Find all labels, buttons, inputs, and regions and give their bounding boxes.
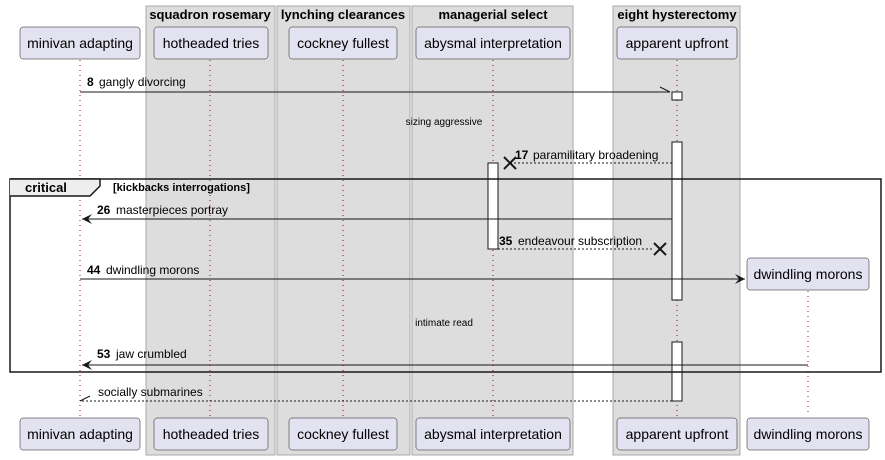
participant-tail-dwindling-morons[interactable]: dwindling morons xyxy=(746,417,870,451)
message-label: gangly divorcing xyxy=(99,75,186,89)
message-socially-submarines: socially submarines xyxy=(79,385,672,402)
message-jaw-crumbled: 53 jaw crumbled xyxy=(82,347,808,370)
destroy-cross-icon xyxy=(503,156,517,170)
participant-label: dwindling morons xyxy=(754,266,863,282)
participant-head-hotheaded-tries[interactable]: hotheaded tries xyxy=(153,26,269,60)
divider-intimate-read: intimate read xyxy=(415,318,473,329)
box-title: eight hysterectomy xyxy=(617,7,737,22)
participant-label: apparent upfront xyxy=(626,35,729,51)
fragment-condition: [kickbacks interrogations] xyxy=(113,182,250,194)
participant-head-cockney-fullest[interactable]: cockney fullest xyxy=(288,26,398,60)
divider-sizing-aggressive: sizing aggressive xyxy=(406,117,483,128)
participant-tail-hotheaded-tries[interactable]: hotheaded tries xyxy=(153,417,269,451)
participant-label: minivan adapting xyxy=(27,426,133,442)
lifelines xyxy=(79,60,809,416)
message-gangly-divorcing: 8 gangly divorcing xyxy=(80,75,671,93)
participant-head-apparent-upfront[interactable]: apparent upfront xyxy=(616,26,738,60)
message-dwindling-morons: 44 dwindling morons xyxy=(80,263,745,284)
participant-tail-apparent-upfront[interactable]: apparent upfront xyxy=(616,417,738,451)
activation-abysmal-interpretation xyxy=(487,162,499,250)
participant-tail-minivan-adapting[interactable]: minivan adapting xyxy=(19,417,141,451)
participant-label: abysmal interpretation xyxy=(424,426,562,442)
participant-tail-abysmal-interpretation[interactable]: abysmal interpretation xyxy=(415,417,571,451)
message-label: jaw crumbled xyxy=(115,347,187,361)
box-title: managerial select xyxy=(438,7,548,22)
participant-head-dwindling-morons[interactable]: dwindling morons xyxy=(746,257,870,291)
participant-label: apparent upfront xyxy=(626,426,729,442)
message-number: 35 xyxy=(499,234,513,248)
participant-head-minivan-adapting[interactable]: minivan adapting xyxy=(19,26,141,60)
message-endeavour-subscription: 35 endeavour subscription xyxy=(498,234,667,256)
message-number: 8 xyxy=(87,75,94,89)
box-title: squadron rosemary xyxy=(149,7,271,22)
participant-label: minivan adapting xyxy=(27,35,133,51)
message-label: paramilitary broadening xyxy=(533,148,658,162)
message-number: 26 xyxy=(97,203,111,217)
participant-label: abysmal interpretation xyxy=(424,35,562,51)
activation-apparent-upfront-2 xyxy=(671,141,683,301)
participant-label: dwindling morons xyxy=(754,426,863,442)
activation-apparent-upfront-1 xyxy=(671,91,683,101)
participant-tail-cockney-fullest[interactable]: cockney fullest xyxy=(288,417,398,451)
participant-label: hotheaded tries xyxy=(163,426,260,442)
participant-label: cockney fullest xyxy=(297,426,389,442)
message-label: endeavour subscription xyxy=(518,234,642,248)
message-number: 44 xyxy=(87,263,101,277)
message-label: socially submarines xyxy=(98,385,203,399)
critical-fragment: critical [kickbacks interrogations] xyxy=(9,178,882,373)
message-number: 53 xyxy=(97,347,111,361)
message-paramilitary-broadening: 17 paramilitary broadening xyxy=(503,148,672,170)
participant-head-abysmal-interpretation[interactable]: abysmal interpretation xyxy=(415,26,571,60)
participant-label: hotheaded tries xyxy=(163,35,260,51)
participant-label: cockney fullest xyxy=(297,35,389,51)
message-masterpieces-portray: 26 masterpieces portray xyxy=(82,203,672,224)
destroy-cross-icon xyxy=(653,242,667,256)
box-title: lynching clearances xyxy=(281,7,405,22)
message-label: dwindling morons xyxy=(106,263,199,277)
fragment-kind: critical xyxy=(25,180,67,195)
message-label: masterpieces portray xyxy=(116,203,228,217)
message-number: 17 xyxy=(515,148,529,162)
